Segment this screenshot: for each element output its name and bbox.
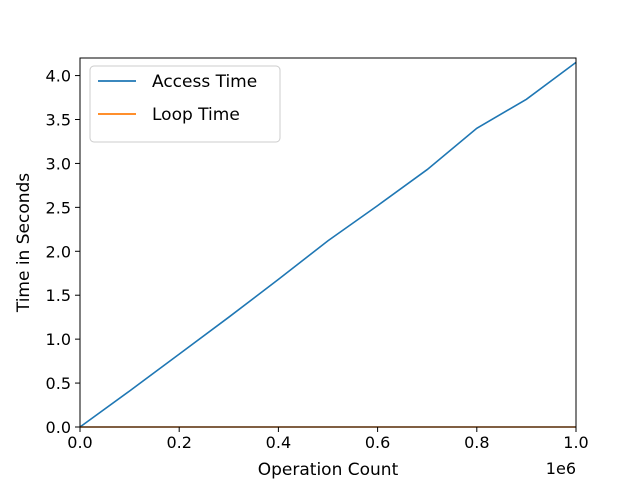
y-tick-label: 1.0 bbox=[46, 330, 71, 349]
legend-box bbox=[89, 65, 281, 143]
y-tick-label: 2.0 bbox=[46, 242, 71, 261]
legend: Access Time Loop Time bbox=[89, 65, 281, 143]
x-axis-offset-label: 1e6 bbox=[546, 459, 576, 478]
axes-frame bbox=[79, 57, 577, 428]
x-tick-label: 0.4 bbox=[266, 433, 291, 452]
x-tick-label: 0.0 bbox=[67, 433, 92, 452]
y-axis-label: Time in Seconds bbox=[14, 173, 34, 313]
x-tick-label: 0.6 bbox=[365, 433, 390, 452]
y-tick-label: 0.5 bbox=[46, 374, 71, 393]
legend-label: Access Time bbox=[152, 72, 257, 92]
y-tick-label: 3.5 bbox=[46, 111, 71, 130]
y-tick-label: 1.5 bbox=[46, 286, 71, 305]
x-tick-label: 1.0 bbox=[563, 433, 588, 452]
y-tick-label: 0.0 bbox=[46, 418, 71, 437]
x-tick-label: 0.8 bbox=[464, 433, 489, 452]
y-tick-label: 4.0 bbox=[46, 67, 71, 86]
series-line-access-time bbox=[79, 61, 577, 428]
x-tick-label: 0.2 bbox=[166, 433, 191, 452]
axis-ticks: 0.0 0.2 0.4 0.6 0.8 1.0 0.0 0.5 1.0 1.5 2.0 2.5 3.0 3… bbox=[46, 67, 589, 452]
y-tick-label: 3.0 bbox=[46, 154, 71, 173]
y-tick-label: 2.5 bbox=[46, 198, 71, 217]
legend-label: Loop Time bbox=[152, 105, 240, 125]
x-axis-label: Operation Count bbox=[258, 460, 399, 480]
